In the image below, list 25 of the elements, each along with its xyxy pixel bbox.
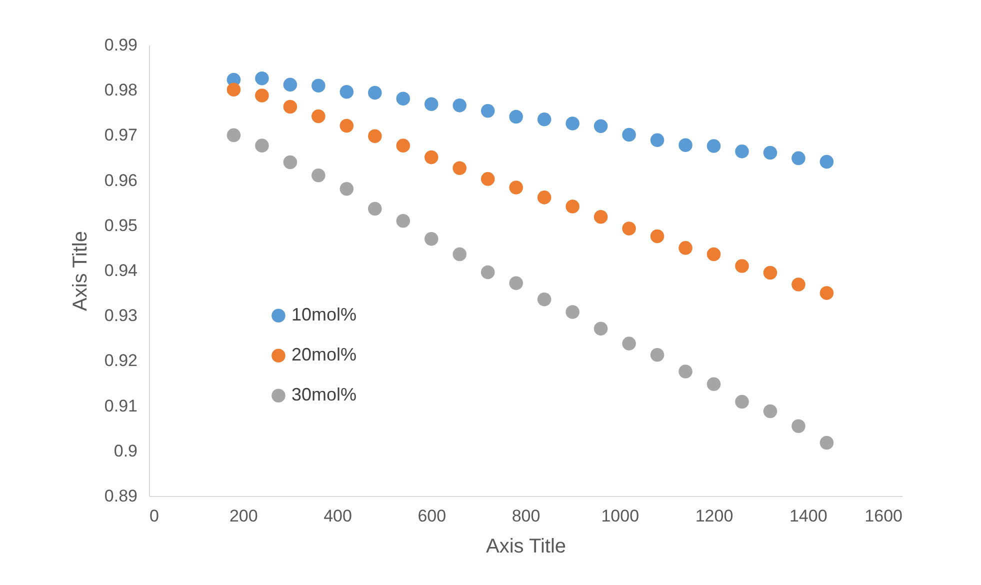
y-tick-label: 0.95	[104, 216, 138, 235]
y-tick-label: 0.96	[104, 170, 138, 190]
x-tick-label: 400	[324, 506, 352, 526]
y-tick-label: 0.94	[104, 261, 138, 280]
x-tick-label: 200	[229, 506, 258, 526]
y-tick-label: 0.99	[104, 36, 138, 54]
y-axis-title: Axis Title	[69, 230, 92, 312]
y-tick-label: 0.9	[114, 441, 138, 460]
y-tick-label: 0.91	[104, 396, 138, 416]
y-tick-label: 0.92	[104, 351, 138, 370]
y-tick-label: 0.93	[104, 306, 138, 326]
y-tick-label: 0.89	[104, 486, 138, 506]
x-axis-title: Axis Title	[486, 536, 566, 558]
legend-label: 30mol%	[291, 384, 357, 405]
x-tick-label: 800	[512, 506, 540, 526]
legend-label: 20mol%	[291, 344, 357, 365]
legend-label: 10mol%	[291, 304, 357, 325]
y-tick-label: 0.98	[104, 80, 138, 100]
x-tick-label: 600	[418, 506, 446, 526]
x-tick-label: 1200	[695, 506, 734, 526]
x-tick-label: 0	[150, 506, 159, 526]
x-tick-label: 1600	[864, 506, 902, 526]
x-tick-label: 1400	[789, 506, 828, 526]
x-tick-label: 1000	[601, 506, 640, 526]
y-tick-label: 0.97	[104, 126, 138, 145]
